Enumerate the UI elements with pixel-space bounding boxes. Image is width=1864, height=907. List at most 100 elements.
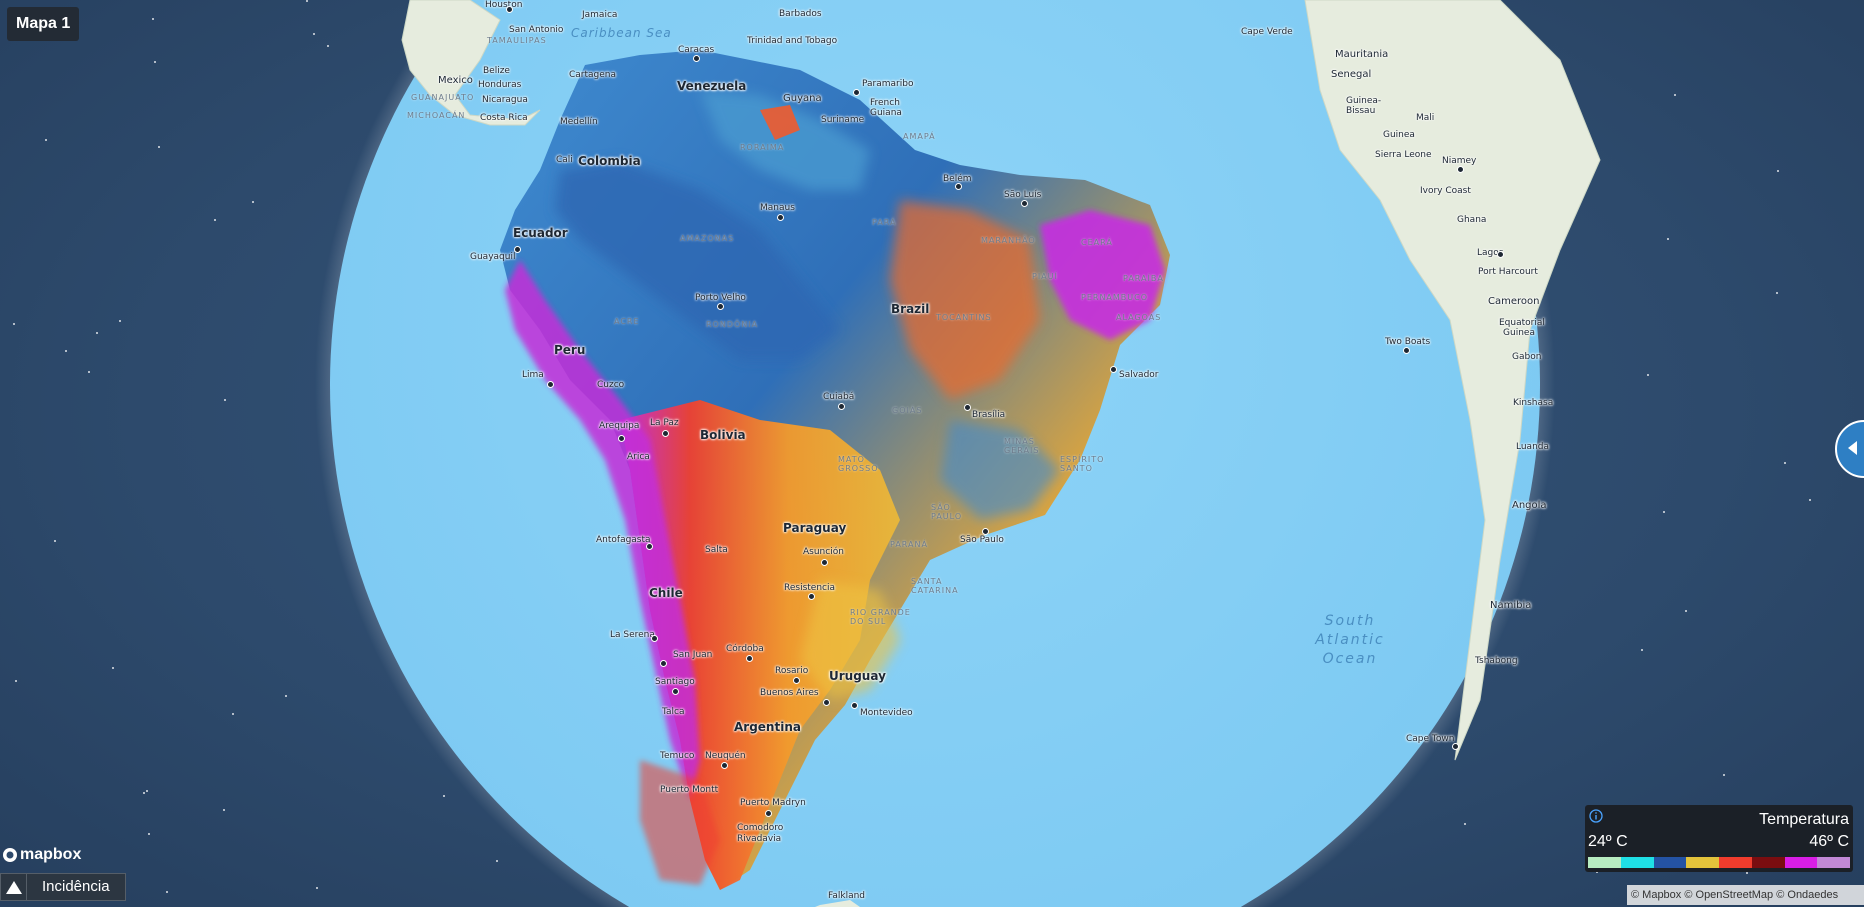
label-mato-grosso: MATO GROSSO (838, 455, 879, 473)
label-cuiaba: Cuiabá (823, 392, 855, 402)
label-goias: GOIÁS (892, 406, 923, 415)
star (327, 45, 329, 47)
label-guinea-bissau: Guinea-Bissau (1346, 96, 1382, 116)
label-porto-velho: Porto Velho (695, 293, 746, 303)
city-dot (646, 543, 653, 550)
star (223, 809, 225, 811)
label-chile: Chile (649, 586, 683, 600)
label-nicaragua: Nicaragua (482, 95, 528, 105)
label-angola: Angola (1512, 500, 1547, 511)
info-icon[interactable] (1589, 809, 1603, 823)
city-dot (547, 381, 554, 388)
label-cordoba: Córdoba (726, 644, 764, 654)
tab-incidencia[interactable]: Incidência (27, 873, 126, 901)
label-costa-rica: Costa Rica (480, 113, 528, 123)
star (1674, 94, 1676, 96)
temperature-legend: Temperatura 24º C 46º C (1585, 805, 1853, 872)
city-dot (721, 762, 728, 769)
label-colombia: Colombia (578, 154, 641, 168)
layer-tab[interactable]: Incidência (0, 873, 126, 901)
star (1723, 774, 1725, 776)
label-kinshasa: Kinshasa (1513, 398, 1554, 408)
label-tshabong: Tshabong (1475, 656, 1518, 666)
mapbox-logo-text: mapbox (20, 846, 82, 863)
map-attribution[interactable]: © Mapbox © OpenStreetMap © Ondaedes (1627, 885, 1864, 905)
label-talca: Talca (662, 707, 685, 717)
label-paraguay: Paraguay (783, 521, 847, 535)
label-manaus: Manaus (760, 203, 795, 213)
label-luanda: Luanda (1516, 442, 1550, 452)
label-argentina: Argentina (734, 720, 801, 734)
city-dot (662, 430, 669, 437)
mapbox-logo[interactable]: mapbox (2, 846, 81, 864)
star (1746, 872, 1748, 874)
label-venezuela: Venezuela (677, 79, 747, 93)
city-dot (765, 810, 772, 817)
label-namibia: Namibia (1490, 600, 1532, 611)
label-salta: Salta (705, 545, 728, 555)
label-mexico: Mexico (438, 75, 473, 86)
label-santa-catarina: SANTA CATARINA (911, 577, 959, 595)
legend-title: Temperatura (1759, 811, 1849, 828)
star (1596, 871, 1598, 873)
label-gabon: Gabon (1512, 352, 1542, 362)
label-ecuador: Ecuador (513, 226, 568, 240)
label-antofagasta: Antofagasta (596, 535, 651, 545)
label-cape-verde: Cape Verde (1241, 27, 1293, 37)
city-dot (651, 635, 658, 642)
city-dot (851, 702, 858, 709)
legend-color-swatch (1719, 857, 1752, 868)
star (1777, 170, 1779, 172)
label-arica: Arica (627, 452, 650, 462)
city-dot (838, 403, 845, 410)
label-tamaulipas: TAMAULIPAS (487, 36, 547, 45)
label-michoacan: MICHOACÁN (407, 111, 466, 120)
label-san-antonio: San Antonio (509, 25, 564, 35)
star (214, 219, 216, 221)
label-mali: Mali (1416, 113, 1435, 123)
label-roraima: RORAIMA (740, 143, 785, 152)
legend-color-swatch (1686, 857, 1719, 868)
label-para: PARÁ (872, 218, 897, 227)
city-dot (1497, 251, 1504, 258)
star (158, 146, 160, 148)
label-port-harcourt: Port Harcourt (1478, 267, 1538, 277)
star (1784, 462, 1786, 464)
star (146, 790, 148, 792)
label-amapa: AMAPÁ (903, 132, 936, 141)
city-dot (717, 303, 724, 310)
label-puerto-madryn: Puerto Madryn (740, 798, 806, 808)
map-title: Mapa 1 (7, 7, 80, 41)
city-dot (1110, 366, 1117, 373)
star (1641, 649, 1643, 651)
city-dot (823, 699, 830, 706)
legend-color-swatch (1653, 857, 1687, 868)
label-niamey: Niamey (1442, 156, 1477, 166)
city-dot (853, 89, 860, 96)
label-neuquen: Neuquén (705, 751, 746, 761)
star (88, 371, 90, 373)
label-san-juan: San Juan (673, 650, 713, 660)
label-medellin: Medellín (560, 117, 598, 127)
label-honduras: Honduras (478, 80, 522, 90)
label-mauritania: Mauritania (1335, 49, 1389, 60)
label-resistencia: Resistencia (784, 583, 835, 593)
label-comodoro: Comodoro Rivadavia (737, 823, 784, 844)
label-buenos-aires: Buenos Aires (760, 688, 819, 698)
city-dot (1403, 347, 1410, 354)
legend-color-swatch (1620, 857, 1654, 868)
expand-tab-button[interactable] (0, 873, 27, 901)
label-rio-grande: RIO GRANDE DO SUL (850, 608, 911, 626)
label-maranhao: MARANHÃO (981, 236, 1036, 245)
label-ivory-coast: Ivory Coast (1420, 186, 1471, 196)
star (166, 891, 168, 893)
label-parana: PARANÁ (890, 540, 928, 549)
label-puerto-montt: Puerto Montt (660, 785, 719, 795)
star (143, 792, 145, 794)
mapbox-icon (3, 848, 17, 862)
label-cameroon: Cameroon (1488, 296, 1540, 307)
label-paraiba: PARAÍBA (1123, 274, 1164, 283)
star (496, 860, 498, 862)
city-dot (1021, 200, 1028, 207)
